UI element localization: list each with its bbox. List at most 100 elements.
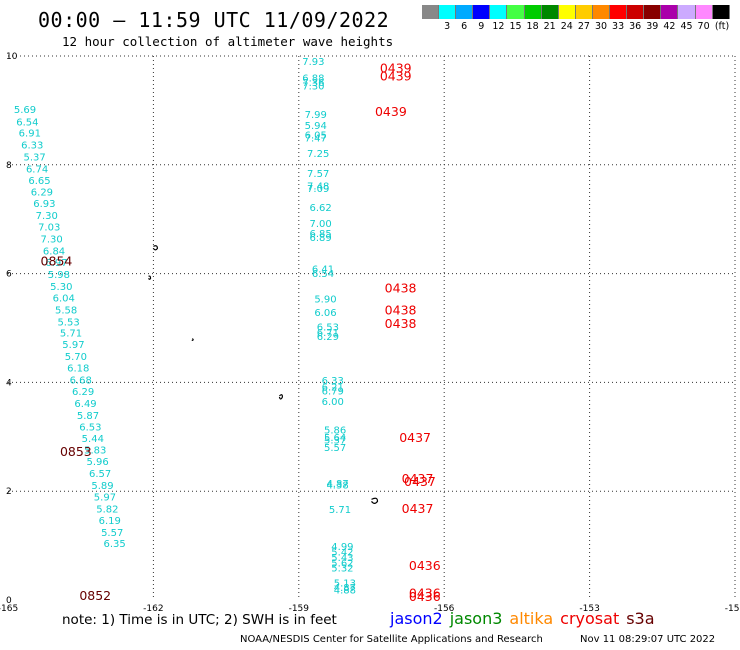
color-scale-label: 21	[543, 21, 556, 32]
wave-height-label: 5.90	[314, 294, 336, 305]
island-outline	[278, 394, 284, 400]
color-swatch	[712, 5, 730, 19]
island-outline	[371, 497, 379, 504]
satellite-legend-jason3: jason3	[449, 609, 503, 628]
wave-height-label: 5.62	[331, 558, 353, 569]
color-scale-label: 30	[594, 21, 608, 32]
pass-time-label: 0436	[409, 558, 441, 573]
wave-height-label: 6.53	[317, 323, 339, 334]
x-tick-label: -162	[143, 604, 163, 614]
color-scale-label: 18	[526, 21, 539, 32]
color-swatch	[644, 5, 662, 19]
wave-height-label: 6.71	[317, 328, 339, 339]
pass-time-label: 0439	[380, 60, 412, 75]
page-title: 00:00 — 11:59 UTC 11/09/2022	[38, 8, 390, 32]
y-tick-label: 6	[6, 270, 12, 280]
wave-height-label: 5.57	[324, 443, 346, 454]
island-outline	[152, 245, 159, 251]
color-scale-label: 15	[509, 21, 522, 32]
color-swatch	[661, 5, 679, 19]
color-swatch	[507, 5, 525, 19]
wave-height-label: 6.54	[16, 118, 38, 129]
color-scale-label: 42	[663, 21, 676, 32]
wave-height-label: 4.99	[331, 542, 353, 553]
wave-height-label: 5.42	[331, 547, 353, 558]
wave-height-label: 6.65	[28, 176, 50, 187]
color-scale-bar	[422, 5, 730, 19]
x-tick-label: -153	[579, 604, 599, 614]
y-tick-label: 4	[6, 378, 12, 388]
y-tick-label: 10	[6, 52, 18, 62]
wave-height-label: 5.97	[94, 492, 116, 503]
wave-height-label: 5.70	[65, 352, 87, 363]
units-note: note: 1) Time is in UTC; 2) SWH is in fe…	[62, 612, 337, 628]
color-swatch	[678, 5, 696, 19]
color-scale-label: 12	[492, 21, 505, 32]
footer-date: Nov 11 08:29:07 UTC 2022	[580, 634, 716, 645]
wave-height-label: 7.30	[40, 235, 62, 246]
color-scale-label: 6	[461, 21, 468, 32]
color-swatch	[422, 5, 440, 19]
wave-height-label: 7.30	[36, 211, 58, 222]
color-swatch	[627, 5, 645, 19]
wave-height-label: 7.57	[307, 169, 329, 180]
y-tick-label: 8	[6, 161, 12, 171]
pass-time-label: 0854	[41, 253, 73, 268]
island-outline	[148, 275, 152, 280]
wave-height-label: 6.79	[322, 386, 344, 397]
wave-height-label: 5.57	[101, 528, 123, 539]
wave-height-label: 5.43	[331, 553, 353, 564]
wave-height-label: 6.57	[89, 469, 111, 480]
wave-height-label: 5.13	[334, 578, 356, 589]
satellite-legend-jason2: jason2	[390, 609, 443, 628]
color-scale-label: 36	[629, 21, 642, 32]
wave-height-label: 5.37	[24, 152, 46, 163]
wave-height-label: 4.87	[326, 479, 348, 490]
x-tick-label: -156	[434, 604, 455, 614]
color-swatch	[575, 5, 593, 19]
color-scale-label: 70	[697, 21, 710, 32]
wave-height-label: 7.09	[307, 184, 329, 195]
wave-height-label: 5.37	[324, 435, 346, 446]
wave-height-label: 6.19	[99, 516, 121, 527]
wave-height-label: 6.33	[322, 376, 344, 387]
pass-time-label: 0436	[409, 589, 441, 604]
wave-height-label: 6.21	[322, 383, 344, 394]
wave-height-label: 7.36	[302, 78, 324, 89]
wave-height-label: 6.33	[21, 140, 43, 151]
wave-height-label: 6.29	[31, 187, 53, 198]
y-tick-label: 2	[6, 487, 12, 497]
wave-height-label: 6.53	[79, 422, 101, 433]
pass-time-label: 0438	[385, 281, 417, 296]
wave-height-label: 5.30	[50, 282, 72, 293]
wave-height-label: 7.48	[307, 181, 329, 192]
color-swatch	[490, 5, 508, 19]
wave-height-label: 5.69	[14, 105, 36, 116]
wave-height-label: 7.99	[305, 110, 327, 121]
wave-height-label: 5.58	[55, 305, 77, 316]
wave-height-label: 6.85	[309, 229, 331, 240]
wave-height-label: 6.29	[72, 387, 94, 398]
wave-height-label: 6.41	[312, 265, 334, 276]
color-scale-labels: 3 6 9 12 15 18 21 24 27 30 33 36 39 42 45 70 (ft)	[422, 21, 734, 33]
pass-time-label: 0436	[409, 585, 441, 600]
color-scale-label: 3	[444, 21, 451, 32]
wave-height-label: 6.06	[314, 308, 336, 319]
y-tick-label: 0	[6, 596, 12, 606]
wave-height-label: 6.49	[74, 399, 96, 410]
wave-height-label: 7.03	[38, 223, 60, 234]
color-scale-label: 9	[478, 21, 485, 32]
color-swatch	[524, 5, 542, 19]
wave-height-label: 6.89	[309, 233, 331, 244]
pass-time-label: 0439	[375, 104, 407, 119]
color-swatch	[473, 5, 491, 19]
wave-height-label: 6.05	[305, 131, 327, 142]
pass-time-label: 0439	[380, 68, 412, 83]
satellite-legend-altika: altika	[509, 609, 554, 628]
color-scale-label: 39	[646, 21, 659, 32]
pass-time-label: 0852	[79, 588, 111, 603]
wave-height-label: 5.71	[60, 329, 82, 340]
island-outline	[191, 338, 194, 341]
pass-time-label: 0437	[402, 501, 434, 516]
